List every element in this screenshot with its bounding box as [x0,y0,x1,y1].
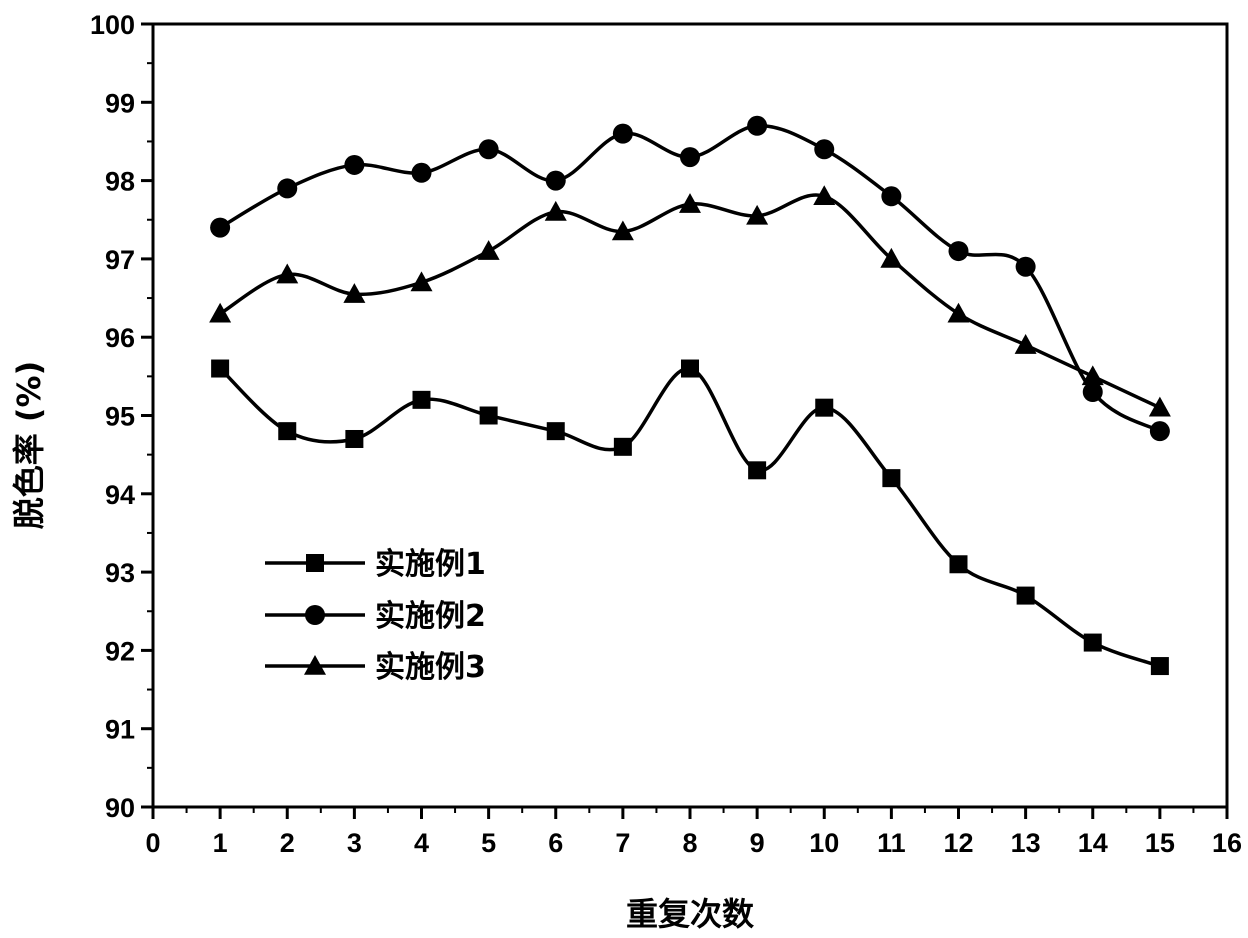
x-tick-label: 0 [145,828,160,858]
data-point-circle [881,186,902,207]
y-tick-label: 97 [105,245,135,275]
series-1 [211,359,1169,676]
data-point-circle [1015,256,1036,277]
legend-marker-triangle [304,655,326,675]
x-axis-title: 重复次数 [626,895,755,933]
x-tick-label: 13 [1011,828,1041,858]
data-point-triangle [611,220,634,241]
x-tick-label: 15 [1145,828,1175,858]
x-tick-label: 7 [615,828,630,858]
data-point-triangle [544,200,567,221]
data-point-triangle [679,193,701,213]
x-tick-label: 2 [280,828,295,858]
x-tick-label: 16 [1212,828,1242,858]
legend-item: 实施例2 [265,599,486,634]
y-tick-label: 99 [105,88,135,118]
y-tick-label: 94 [105,480,135,510]
legend-label: 实施例1 [375,547,486,582]
data-point-square [748,461,767,480]
data-point-circle [1082,382,1103,403]
data-point-triangle [947,302,970,323]
data-point-circle [210,217,231,238]
data-point-square [345,429,364,448]
x-tick-label: 8 [682,828,697,858]
legend-marker-circle [305,605,325,625]
legend-label: 实施例2 [375,599,486,634]
y-axis: 90 91 92 93 94 95 96 97 98 99 100 [90,10,153,823]
data-point-circle [948,241,969,262]
y-tick-label: 96 [105,323,135,353]
data-point-circle [747,115,768,136]
data-point-circle [277,178,298,199]
x-tick-label: 11 [877,828,906,858]
data-point-circle [1149,421,1170,442]
legend: 实施例1 实施例2 实施例3 [265,547,486,685]
x-tick-label: 12 [943,828,973,858]
y-tick-label: 93 [105,558,135,588]
data-point-circle [545,170,566,191]
data-point-triangle [410,271,433,292]
data-point-triangle [343,283,366,303]
data-point-square [882,469,901,488]
data-point-triangle [746,204,769,225]
data-point-square [613,437,632,456]
data-point-triangle [209,302,232,323]
y-tick-label: 95 [105,402,135,432]
data-point-triangle [1081,365,1104,386]
data-point-square [949,555,968,574]
data-point-circle [478,139,499,160]
data-point-triangle [1148,396,1171,417]
y-axis-title: 脱色率 (%) [10,361,48,529]
legend-marker-square [306,554,324,572]
data-point-triangle [1014,334,1037,354]
legend-label: 实施例3 [375,650,486,685]
x-tick-label: 10 [809,828,839,858]
x-axis: 0 1 2 3 4 5 6 7 8 9 10 11 12 13 14 15 16 [145,807,1242,858]
data-point-square [412,390,431,409]
series-2 [210,115,1170,442]
data-point-circle [612,123,633,144]
plot-frame [151,22,1229,809]
data-point-square [278,422,297,441]
y-tick-label: 91 [105,715,135,745]
data-point-square [1016,586,1035,605]
data-point-circle [344,154,365,175]
x-tick-label: 5 [481,828,496,858]
x-tick-label: 14 [1078,828,1108,858]
data-point-triangle [276,263,299,284]
series-layer [209,115,1171,676]
data-point-square [815,398,834,417]
data-point-square [479,406,498,425]
legend-item: 实施例3 [265,650,486,685]
y-tick-label: 90 [105,793,135,823]
data-point-circle [814,139,835,160]
x-tick-label: 3 [347,828,362,858]
y-tick-label: 98 [105,167,135,197]
x-tick-label: 4 [414,828,429,858]
data-point-triangle [880,247,903,268]
legend-item: 实施例1 [265,547,486,582]
data-point-square [211,359,230,378]
x-tick-label: 1 [213,828,228,858]
x-tick-label: 9 [750,828,765,858]
y-tick-label: 92 [105,636,135,666]
data-point-square [681,359,699,378]
data-point-square [1150,657,1169,676]
data-point-triangle [813,185,836,206]
data-point-circle [680,147,700,168]
data-point-circle [411,162,432,183]
data-point-square [546,422,565,441]
data-point-triangle [477,240,500,260]
series-3 [209,185,1171,417]
x-tick-label: 6 [548,828,563,858]
data-point-square [1083,633,1102,652]
y-tick-label: 100 [90,10,135,40]
series-line [218,366,1161,668]
